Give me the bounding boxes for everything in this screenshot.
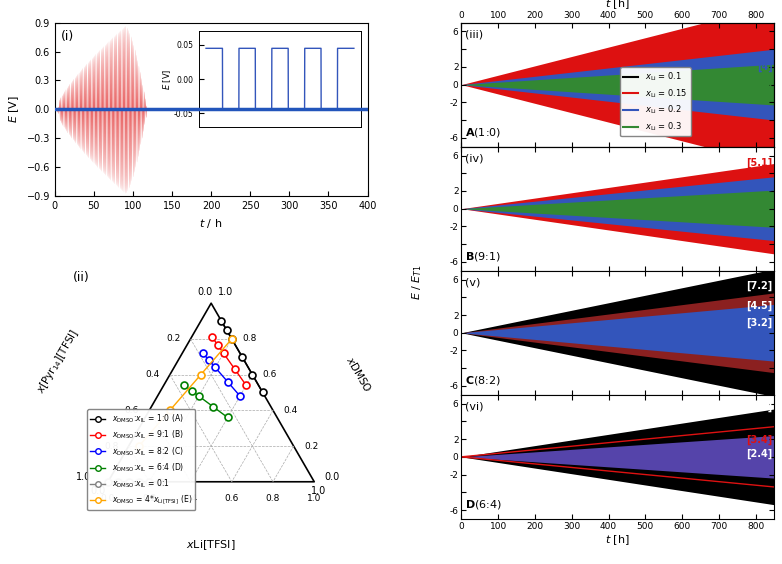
Text: $x$[Pyr$_{14}$][TFSI]: $x$[Pyr$_{14}$][TFSI] xyxy=(34,327,82,396)
Text: 0.8: 0.8 xyxy=(104,442,118,451)
Text: $\mathbf{D}$(6:4): $\mathbf{D}$(6:4) xyxy=(465,499,501,512)
Text: 0.4: 0.4 xyxy=(283,406,298,415)
Text: 0.6: 0.6 xyxy=(224,494,239,503)
Text: [4]: [4] xyxy=(757,62,773,72)
Text: 0.0: 0.0 xyxy=(101,494,115,503)
Text: [2.1]: [2.1] xyxy=(746,196,773,206)
X-axis label: $t$ [h]: $t$ [h] xyxy=(605,0,630,11)
Text: 0.8: 0.8 xyxy=(242,334,256,343)
Text: 0.6: 0.6 xyxy=(263,370,277,379)
Text: [4.5]: [4.5] xyxy=(746,300,773,311)
Text: (v): (v) xyxy=(465,277,480,288)
Text: 1.0: 1.0 xyxy=(310,486,326,496)
Text: $\mathbf{A}$(1:0): $\mathbf{A}$(1:0) xyxy=(465,126,500,139)
Text: 1.0: 1.0 xyxy=(307,494,321,503)
Text: [5.1]: [5.1] xyxy=(746,157,773,168)
Text: [3.6]: [3.6] xyxy=(746,181,773,192)
Text: (i): (i) xyxy=(61,29,74,42)
X-axis label: $t$ / h: $t$ / h xyxy=(199,217,223,230)
Text: [3.2]: [3.2] xyxy=(746,318,773,328)
Text: $\mathbf{C}$(8:2): $\mathbf{C}$(8:2) xyxy=(465,374,500,387)
Text: 0.2: 0.2 xyxy=(166,334,180,343)
Text: [7.2]: [7.2] xyxy=(746,280,773,291)
Text: 0.4: 0.4 xyxy=(184,494,198,503)
Text: [9]: [9] xyxy=(757,32,773,43)
Text: 1.0: 1.0 xyxy=(218,287,233,297)
Text: 0.2: 0.2 xyxy=(142,494,156,503)
Text: (vi): (vi) xyxy=(465,402,483,412)
Text: $E$ / $E_{T1}$: $E$ / $E_{T1}$ xyxy=(411,264,425,300)
Text: (iv): (iv) xyxy=(465,153,483,164)
Text: 0.0: 0.0 xyxy=(90,486,106,496)
Legend: $x_\mathrm{DMSO}$:$x_\mathrm{IL}$ = 1:0 (A), $x_\mathrm{DMSO}$:$x_\mathrm{IL}$ =: $x_\mathrm{DMSO}$:$x_\mathrm{IL}$ = 1:0 … xyxy=(87,409,195,510)
Text: [5.4]: [5.4] xyxy=(746,402,773,412)
Text: 0.8: 0.8 xyxy=(266,494,280,503)
Text: 0.4: 0.4 xyxy=(145,370,160,379)
Text: [3.4]: [3.4] xyxy=(746,434,773,444)
Text: 0.2: 0.2 xyxy=(304,442,318,451)
Text: 1.0: 1.0 xyxy=(77,472,91,482)
Text: [2.3]: [2.3] xyxy=(746,77,773,87)
X-axis label: $t$ [h]: $t$ [h] xyxy=(605,534,630,547)
Y-axis label: $E$ [V]: $E$ [V] xyxy=(7,95,21,124)
Text: [2.4]: [2.4] xyxy=(746,449,773,460)
Text: 0.0: 0.0 xyxy=(197,287,213,297)
Text: $x$Li[TFSI]: $x$Li[TFSI] xyxy=(186,538,236,552)
Text: (iii): (iii) xyxy=(465,29,482,39)
Text: 0.6: 0.6 xyxy=(124,406,139,415)
Text: 0.0: 0.0 xyxy=(325,472,340,482)
Text: $x$DMSO: $x$DMSO xyxy=(344,354,375,394)
Legend: $x_\mathrm{Li}$ = 0.1, $x_\mathrm{Li}$ = 0.15, $x_\mathrm{Li}$ = 0.2, $x_\mathrm: $x_\mathrm{Li}$ = 0.1, $x_\mathrm{Li}$ =… xyxy=(620,67,691,136)
Text: (ii): (ii) xyxy=(73,271,90,284)
Text: $\mathbf{B}$(9:1): $\mathbf{B}$(9:1) xyxy=(465,250,500,263)
